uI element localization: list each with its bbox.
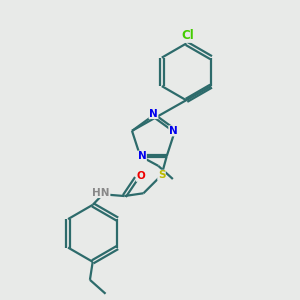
Text: N: N xyxy=(169,126,178,136)
Text: N: N xyxy=(138,151,146,161)
Text: O: O xyxy=(136,171,145,181)
Text: HN: HN xyxy=(92,188,110,198)
Text: N: N xyxy=(149,109,158,118)
Text: Cl: Cl xyxy=(182,29,195,42)
Text: S: S xyxy=(158,170,165,180)
